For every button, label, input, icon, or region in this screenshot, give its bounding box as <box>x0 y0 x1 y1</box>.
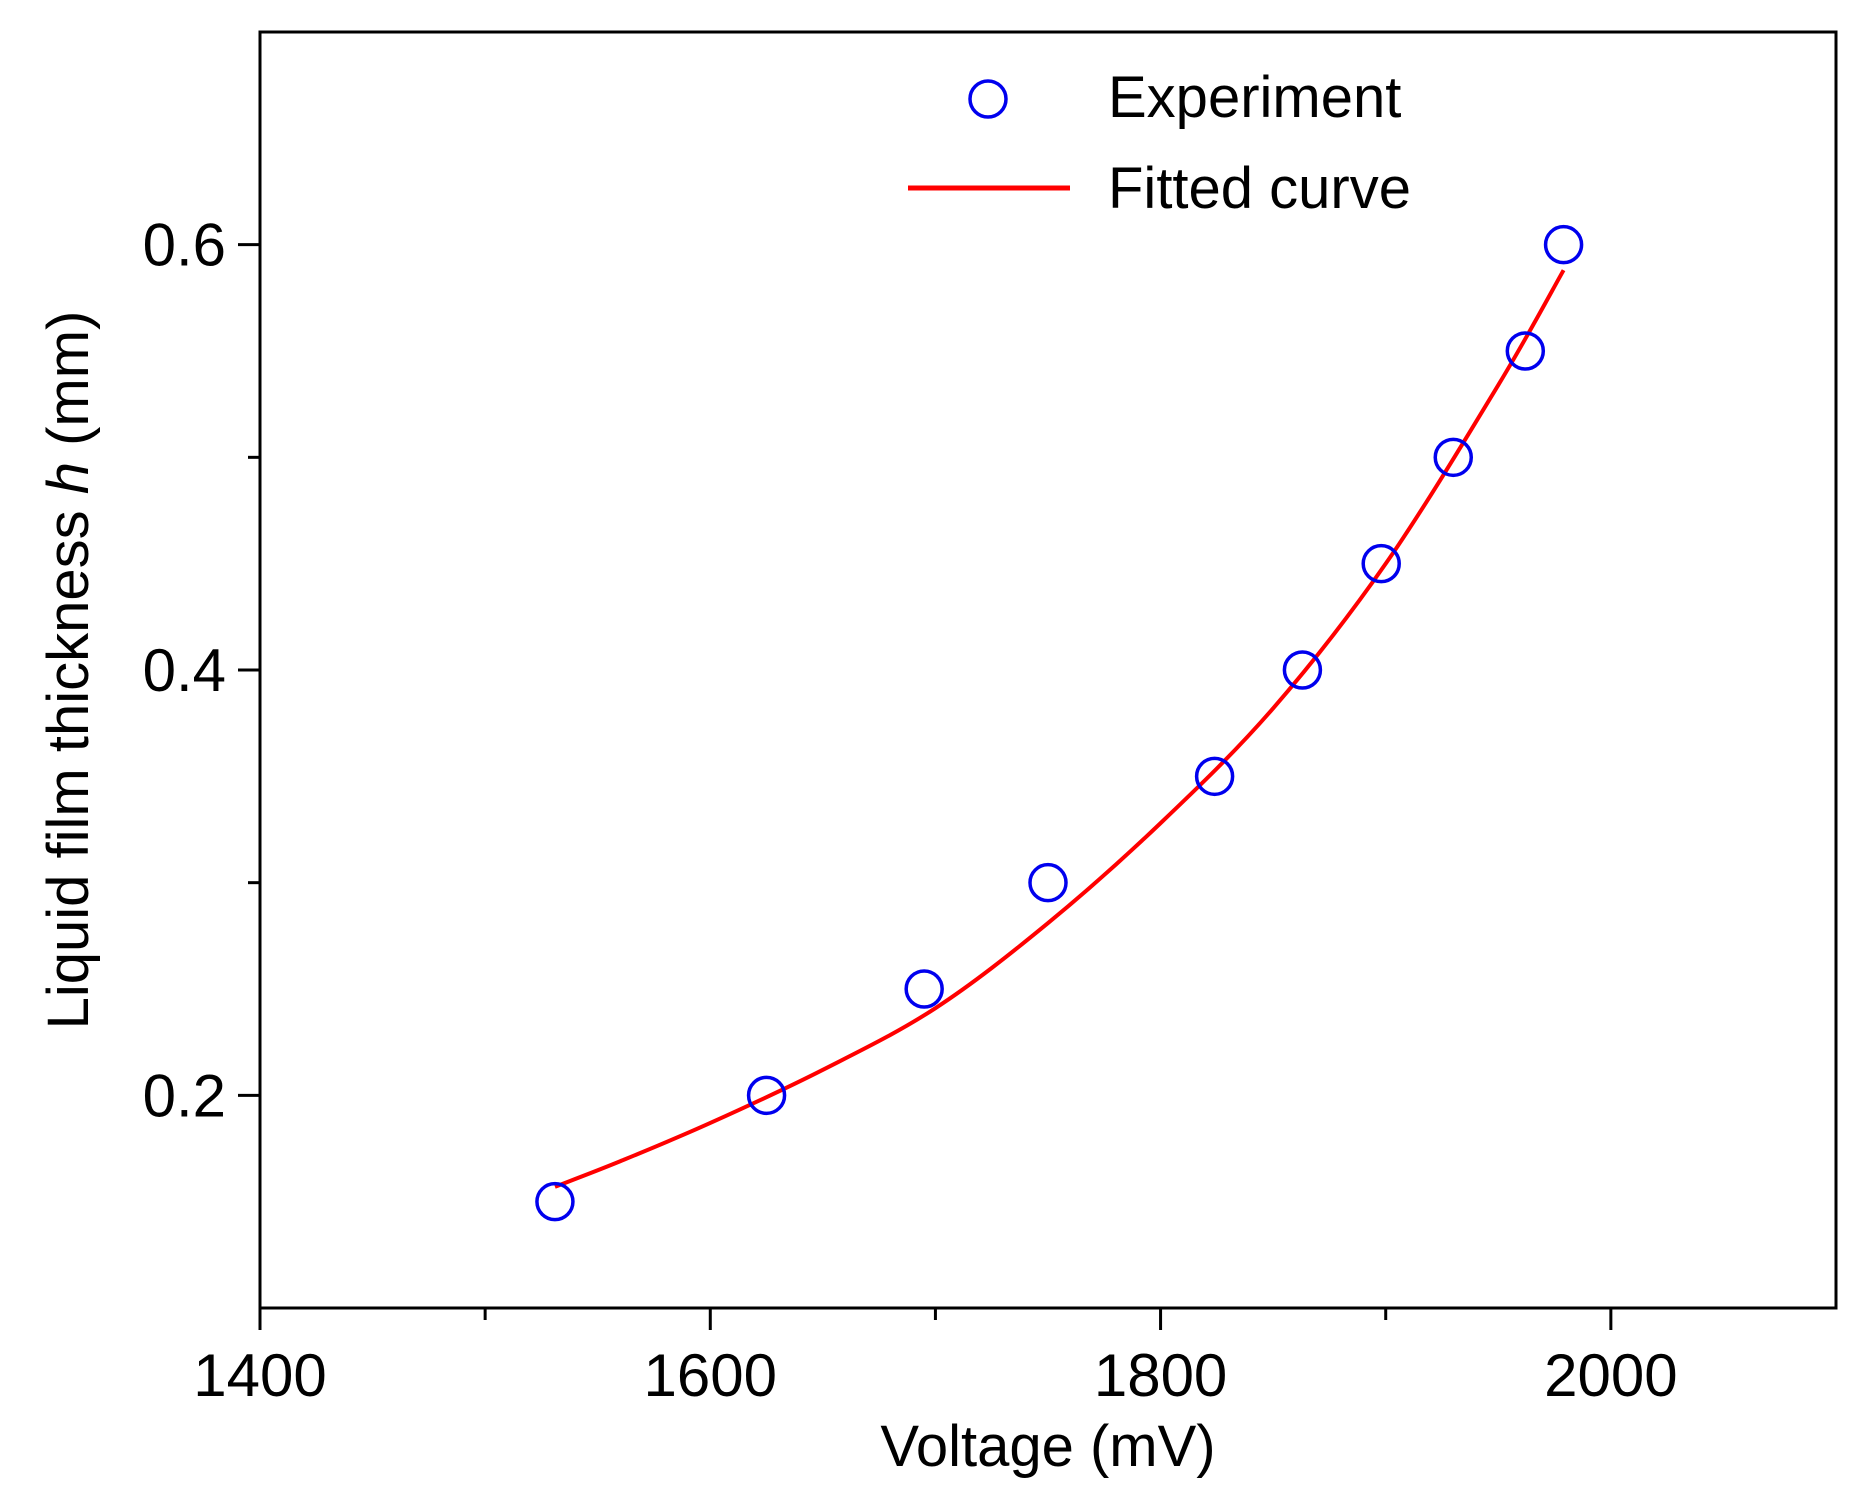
x-axis-title: Voltage (mV) <box>880 1414 1215 1479</box>
experiment-point <box>1282 650 1323 690</box>
y-tick-label: 0.2 <box>143 1062 226 1129</box>
x-tick-label: 2000 <box>1544 1342 1677 1409</box>
experiment-point <box>535 1181 575 1222</box>
legend-fitted-curve-label: Fitted curve <box>1108 156 1411 221</box>
y-axis-title-unit: (mm) <box>36 311 101 462</box>
experiment-point <box>1433 437 1474 478</box>
legend-experiment-marker <box>968 79 1008 119</box>
experiment-point <box>1361 543 1401 584</box>
experiment-point <box>746 1075 787 1116</box>
experiment-point <box>1028 862 1068 903</box>
experiment-points <box>535 224 1584 1222</box>
experiment-point <box>1505 331 1546 371</box>
y-tick-label: 0.6 <box>143 212 226 279</box>
y-axis-title-prefix: Liquid film thickness <box>36 494 101 1029</box>
y-tick-label: 0.4 <box>143 637 226 704</box>
experiment-point <box>1194 756 1235 797</box>
legend: Experiment Fitted curve <box>908 65 1411 221</box>
plot-frame <box>258 30 1838 1310</box>
x-tick-label: 1600 <box>644 1342 777 1409</box>
experiment-point <box>904 969 944 1009</box>
axis-tick-labels: 1400 1600 1800 2000 0.2 0.4 0.6 <box>143 212 1678 1409</box>
y-axis-title: Liquid film thickness h (mm) <box>36 311 101 1030</box>
legend-experiment-label: Experiment <box>1108 65 1401 130</box>
experiment-point <box>1543 224 1584 265</box>
axis-ticks <box>238 243 1613 1330</box>
y-axis-title-variable: h <box>36 462 101 494</box>
x-tick-label: 1800 <box>1094 1342 1227 1409</box>
fitted-curve-line <box>554 269 1566 1189</box>
x-tick-label: 1400 <box>193 1342 326 1409</box>
